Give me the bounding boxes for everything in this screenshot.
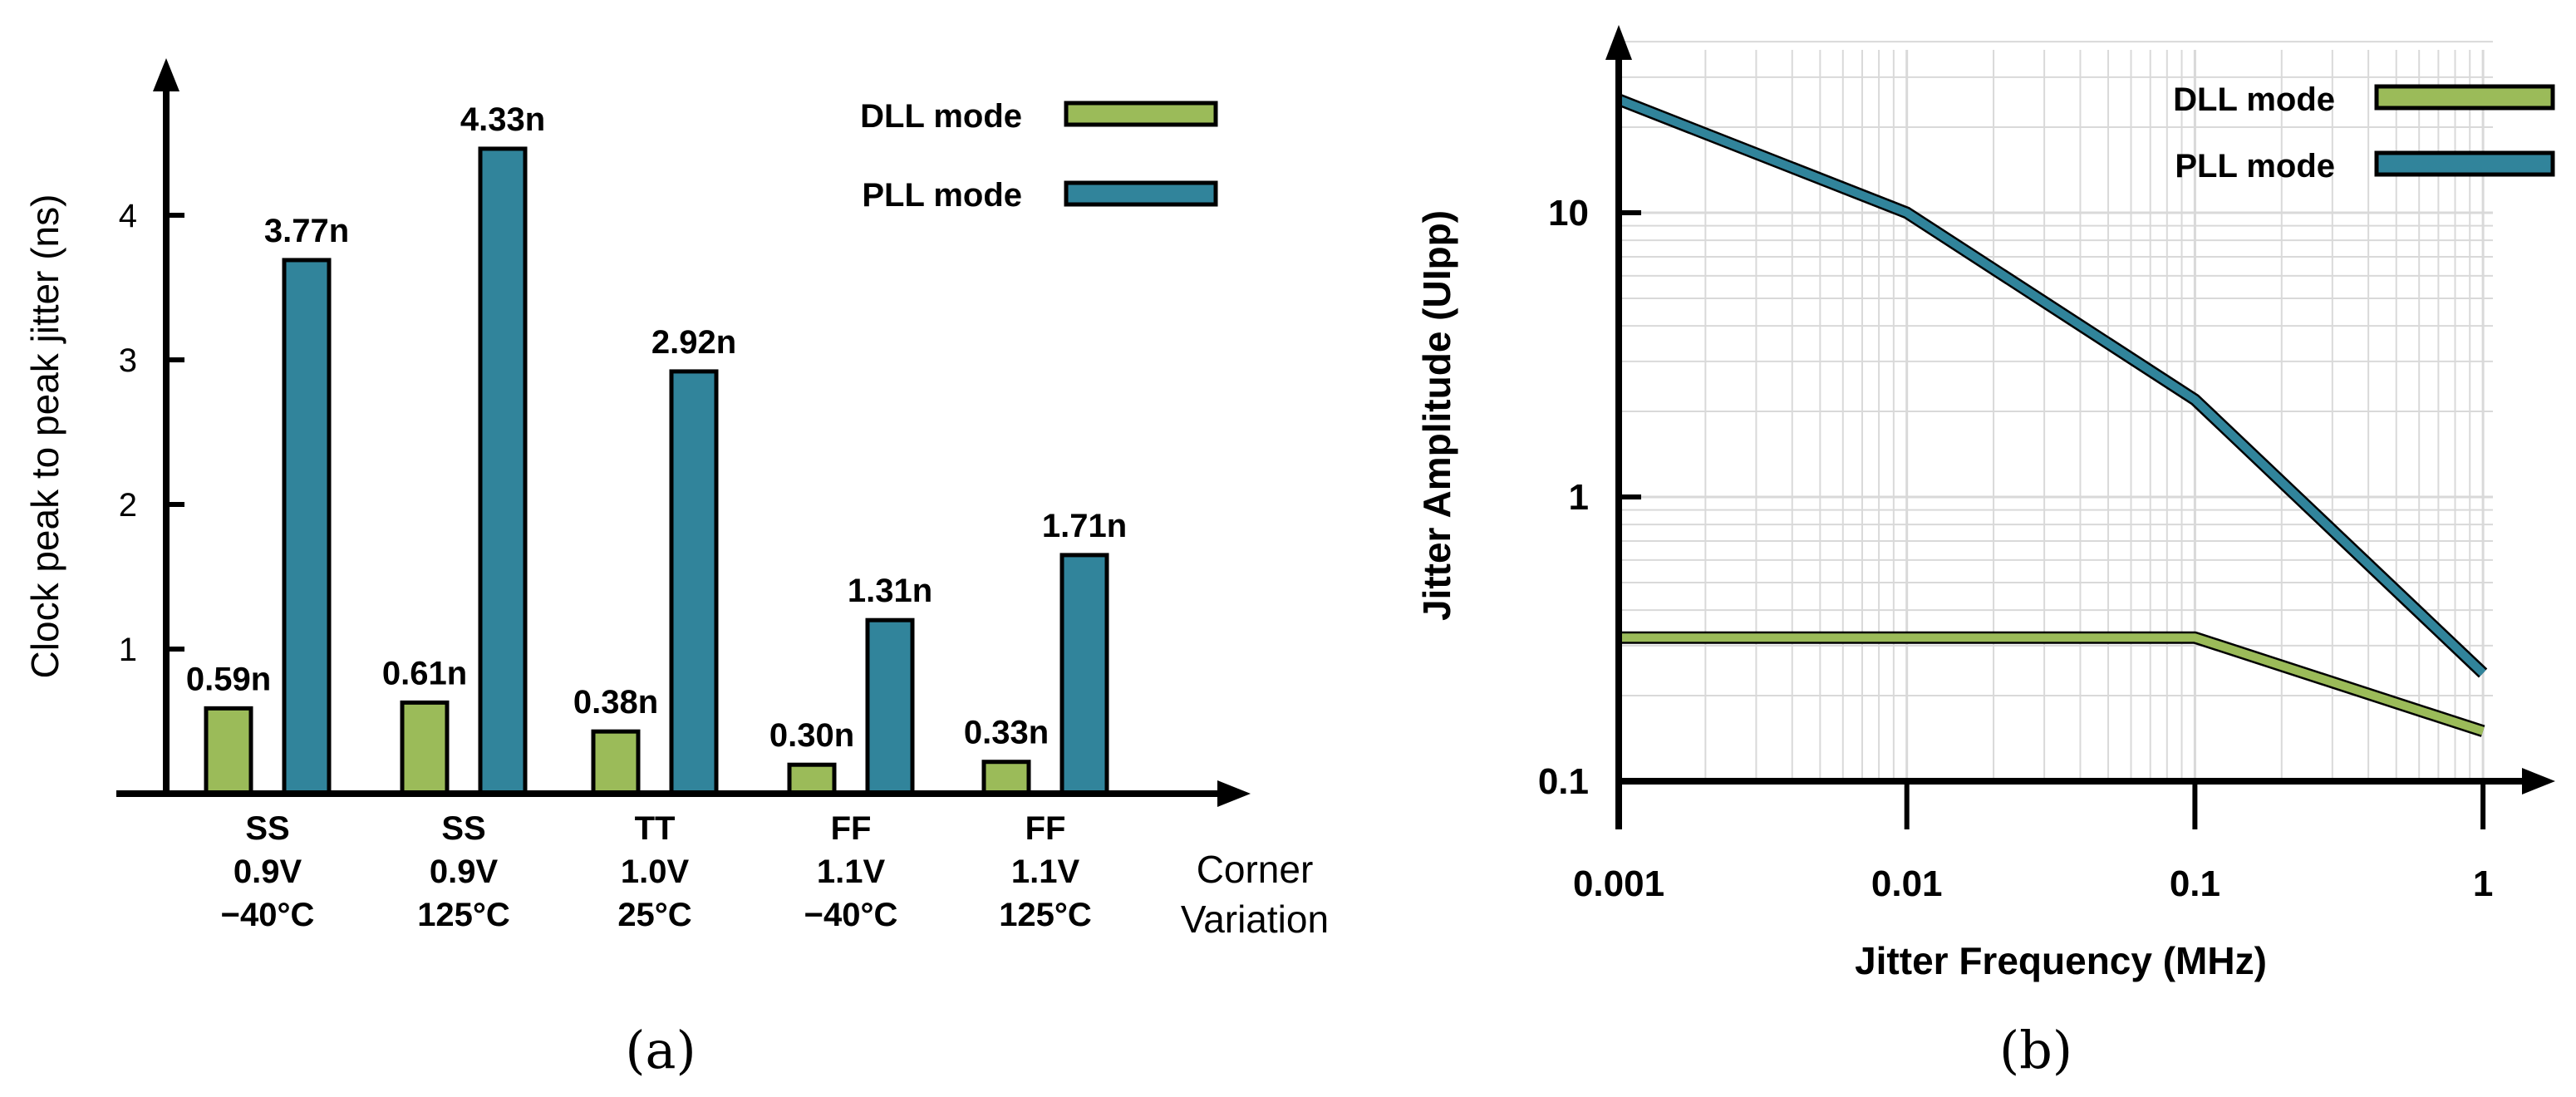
y-axis-label: Clock peak to peak jitter (ns)	[23, 194, 66, 679]
x-category-label: 125°C	[417, 897, 510, 933]
legend-swatch-dll	[2374, 84, 2555, 111]
x-category-label: 0.9V	[430, 853, 499, 890]
bar-value-label-dll-5: 0.33n	[964, 715, 1049, 751]
x-category-label: 1.1V	[817, 853, 886, 890]
bar-value-label-pll-1: 3.77n	[264, 213, 349, 249]
y-axis-arrowhead	[153, 58, 179, 91]
x-axis-label-line-2: Variation	[1181, 898, 1329, 941]
x-category-label: 125°C	[999, 897, 1092, 933]
bar-value-label-dll-2: 0.61n	[382, 655, 467, 691]
legend: DLL mode PLL mode	[2173, 81, 2555, 184]
x-category-label: SS	[441, 810, 485, 847]
bar-pll-3	[669, 369, 719, 796]
x-category-label: TT	[635, 810, 676, 847]
x-tick-label: 0.1	[2170, 863, 2220, 904]
series-line-dll	[1619, 633, 2485, 735]
x-axis-label: Jitter Frequency (MHz)	[1855, 939, 2267, 982]
legend-swatch-pll	[2374, 150, 2555, 177]
caption-a: (a)	[625, 1020, 696, 1080]
legend-label-dll: DLL mode	[2173, 81, 2335, 118]
x-category-label: 1.1V	[1011, 853, 1080, 890]
x-tick-label: 0.01	[1871, 863, 1943, 904]
bar-value-label-dll-4: 0.30n	[769, 717, 854, 754]
legend-swatch-dll	[1064, 101, 1218, 127]
bar-dll-5	[981, 760, 1031, 796]
bar-value-label-dll-1: 0.59n	[186, 661, 271, 697]
bar-pll-4	[865, 617, 915, 796]
x-tick-label: 1	[2473, 863, 2493, 904]
legend-label-dll: DLL mode	[860, 98, 1022, 135]
legend-swatch-pll	[1064, 180, 1218, 207]
y-ticks: 1 2 3 4	[119, 198, 184, 668]
x-category-label: 25°C	[617, 897, 691, 933]
legend-label-pll: PLL mode	[2175, 148, 2335, 184]
series-lines	[1616, 93, 2488, 737]
bar-dll-1	[204, 706, 253, 796]
series-line-pll	[1617, 96, 2486, 676]
bar-value-labels: 0.59n 0.61n 0.38n 0.30n 0.33n 3.77n 4.33n 2.92n…	[186, 101, 1127, 754]
x-category-label: SS	[245, 810, 289, 847]
bar-dll-4	[787, 762, 837, 796]
x-axis-arrowhead	[1217, 780, 1251, 807]
bars	[204, 146, 1109, 796]
bar-value-label-dll-3: 0.38n	[573, 684, 658, 721]
y-tick-label: 0.1	[1538, 761, 1589, 802]
x-category-labels: SS 0.9V −40°C SS 0.9V 125°C TT 1.0V 25°C FF 1.1V −4…	[221, 810, 1092, 933]
x-category-label: 1.0V	[621, 853, 690, 890]
bar-pll-1	[282, 258, 332, 796]
legend: DLL mode PLL mode	[860, 98, 1218, 214]
bar-value-label-pll-2: 4.33n	[460, 101, 545, 138]
x-tick-label: 0.001	[1573, 863, 1664, 904]
caption-b: (b)	[1999, 1020, 2072, 1080]
bar-dll-2	[400, 700, 450, 796]
bar-dll-3	[591, 729, 641, 796]
x-category-label: −40°C	[804, 897, 898, 933]
y-tick-label: 3	[119, 342, 137, 379]
panel-b-line-chart: 0.001 0.01 0.1 1 0.1 1 10 Jitter Frequency (MH…	[1415, 25, 2555, 1080]
x-category-label: 0.9V	[234, 853, 302, 890]
panel-a-bar-chart: 0.59n 0.61n 0.38n 0.30n 0.33n 3.77n 4.33n 2.92n…	[23, 58, 1329, 1080]
y-axis-label: Jitter Amplitude (UIpp)	[1415, 210, 1458, 621]
y-axis-arrowhead	[1605, 25, 1632, 60]
y-tick-label: 1	[1569, 477, 1589, 518]
bar-value-label-pll-4: 1.31n	[848, 573, 932, 609]
y-tick-label: 4	[119, 198, 137, 234]
legend-label-pll: PLL mode	[862, 177, 1022, 214]
y-tick-label: 10	[1548, 193, 1589, 234]
y-tick-label: 1	[119, 632, 137, 668]
x-category-label: −40°C	[221, 897, 315, 933]
x-axis-arrowhead	[2522, 768, 2555, 794]
x-axis-label-line-1: Corner	[1197, 848, 1314, 891]
bar-value-label-pll-5: 1.71n	[1042, 508, 1127, 544]
y-tick-label: 2	[119, 487, 137, 524]
x-category-label: FF	[831, 810, 872, 847]
bar-value-label-pll-3: 2.92n	[651, 324, 736, 361]
x-category-label: FF	[1025, 810, 1066, 847]
bar-pll-5	[1059, 553, 1109, 796]
bar-pll-2	[478, 146, 528, 796]
